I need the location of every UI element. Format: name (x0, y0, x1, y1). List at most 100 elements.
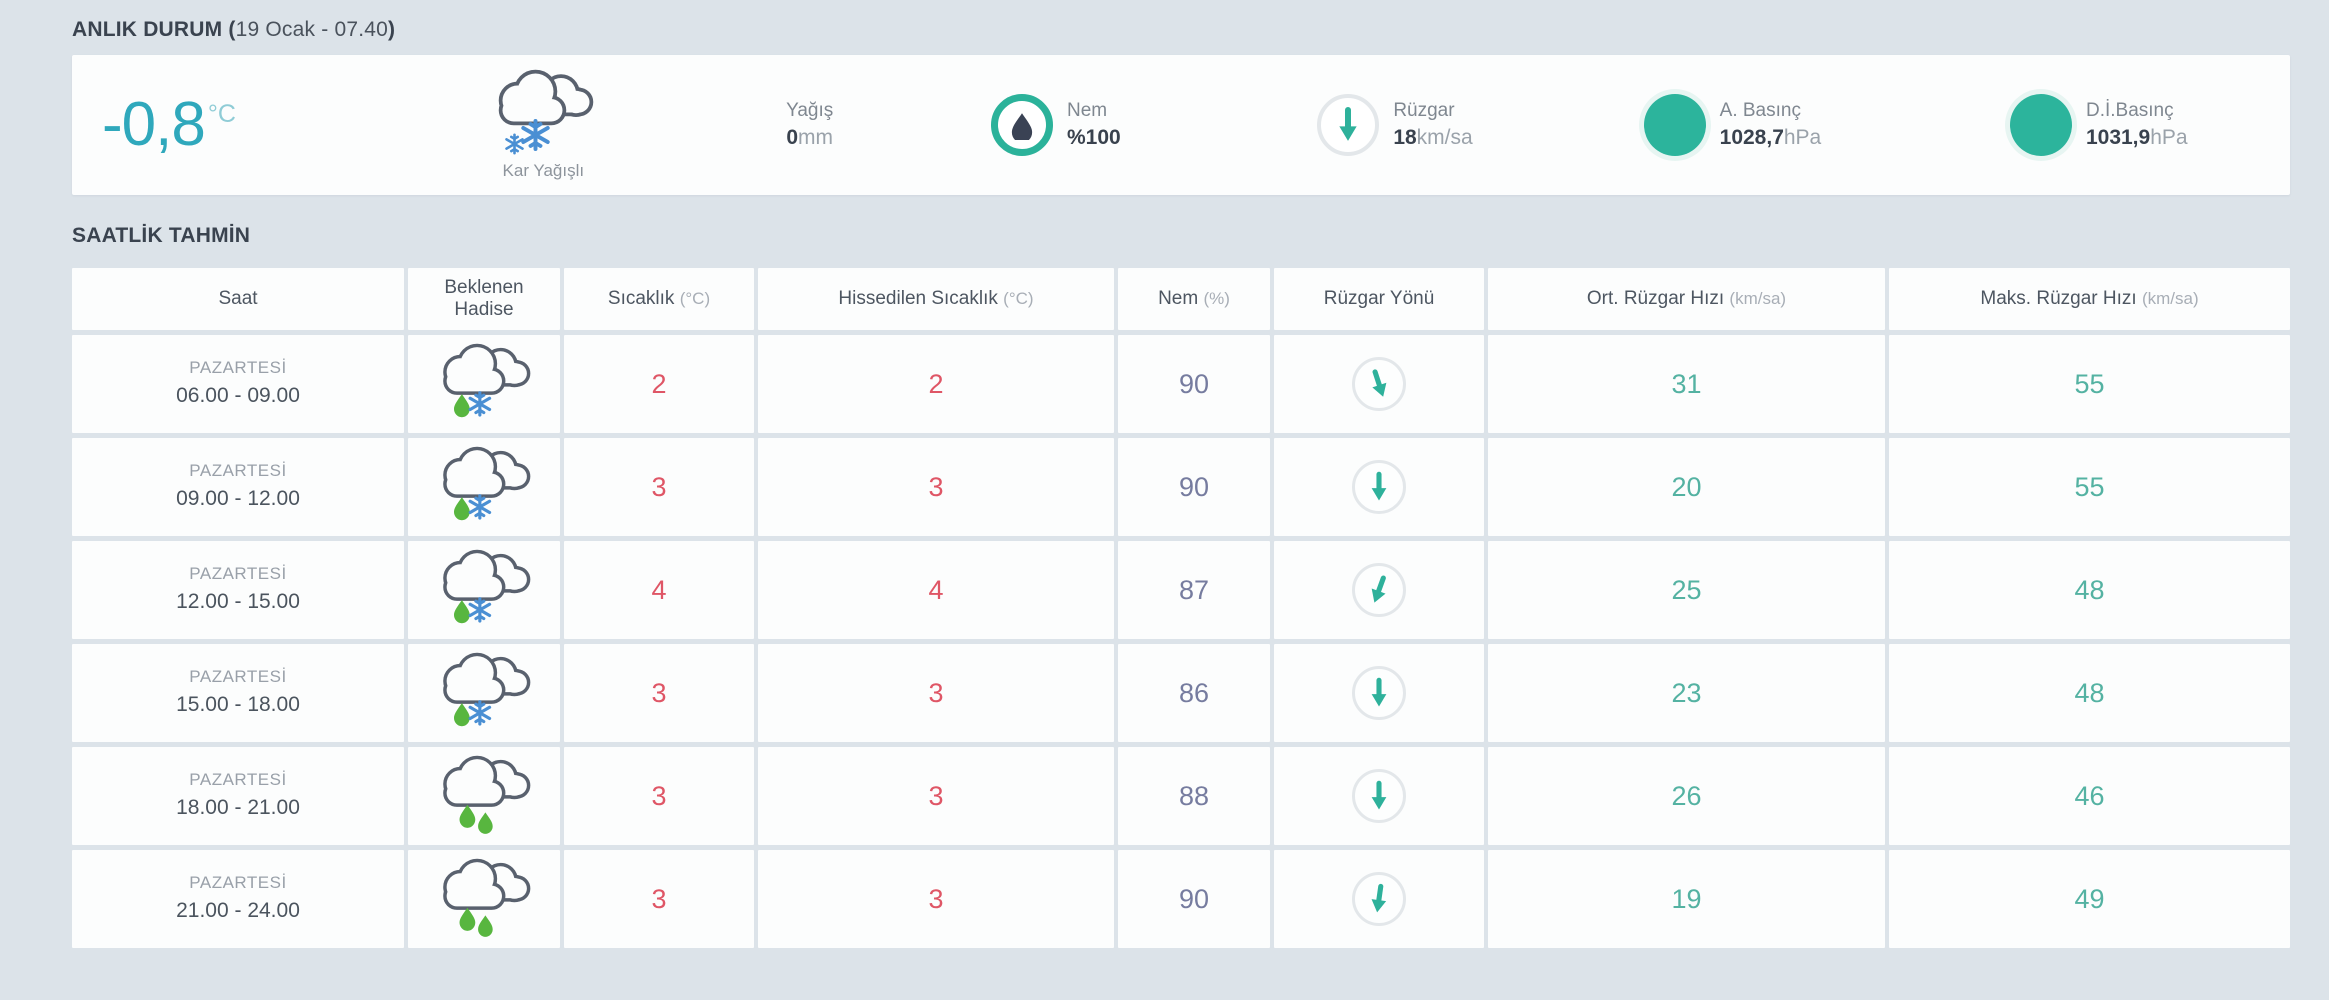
wind-direction-cell (1274, 850, 1484, 948)
wind-value: 18km/sa (1393, 125, 1473, 149)
humidity-drop-icon (990, 94, 1053, 156)
avg-wind-cell: 25 (1488, 541, 1885, 639)
pressure-circle-icon (2009, 94, 2072, 156)
station-pressure-value: 1028,7hPa (1719, 125, 1822, 149)
wind-direction-cell (1274, 335, 1484, 433)
wind-metric: Rüzgar 18km/sa (1317, 94, 1527, 156)
wind-direction-icon (1352, 460, 1406, 514)
table-row-time: PAZARTESİ 06.00 - 09.00 (72, 335, 404, 433)
wind-direction-cell (1274, 747, 1484, 845)
column-header-sicaklik: Sıcaklık (°C) (564, 268, 754, 330)
max-wind-cell: 55 (1889, 335, 2290, 433)
feels-like-cell: 3 (758, 747, 1114, 845)
wind-direction-icon (1352, 563, 1406, 617)
sea-level-pressure-label: D.İ.Basınç (2085, 100, 2174, 121)
table-row-time: PAZARTESİ 12.00 - 15.00 (72, 541, 404, 639)
sleet-icon (434, 343, 534, 417)
current-timestamp: 19 Ocak - 07.40 (235, 18, 389, 41)
condition-label: Kar Yağışlı (502, 161, 585, 180)
avg-wind-cell: 26 (1488, 747, 1885, 845)
expected-condition-cell (408, 438, 560, 536)
forecast-section-title: SAATLİK TAHMİN (72, 224, 251, 247)
current-conditions-card: -0,8 °C Kar Yağışlı Yağış 0mm Nem (72, 55, 2290, 195)
avg-wind-cell: 23 (1488, 644, 1885, 742)
wind-direction-icon (1352, 769, 1406, 823)
sleet-icon (434, 549, 534, 623)
pressure-circle-icon (1643, 94, 1706, 156)
feels-like-cell: 3 (758, 438, 1114, 536)
humidity-cell: 90 (1118, 850, 1270, 948)
precipitation-metric: Yağış 0mm (745, 98, 875, 152)
max-wind-cell: 55 (1889, 438, 2290, 536)
wind-direction-icon (1317, 94, 1380, 156)
paren-open: ( (228, 18, 236, 41)
temperature-cell: 4 (564, 541, 754, 639)
wind-direction-icon (1352, 872, 1406, 926)
rain-icon (434, 755, 534, 834)
precipitation-label: Yağış (786, 100, 834, 121)
current-temperature: -0,8 °C (102, 94, 342, 156)
precipitation-value: 0mm (786, 125, 833, 149)
column-header-ruzgar-yonu: Rüzgar Yönü (1274, 268, 1484, 330)
temperature-unit: °C (207, 100, 236, 128)
max-wind-cell: 48 (1889, 541, 2290, 639)
humidity-metric: Nem %100 (990, 94, 1201, 156)
temperature-cell: 3 (564, 850, 754, 948)
sea-level-pressure-value: 1031,9hPa (2085, 125, 2188, 149)
humidity-cell: 90 (1118, 438, 1270, 536)
max-wind-cell: 46 (1889, 747, 2290, 845)
current-title-text: ANLIK DURUM (72, 18, 223, 41)
temperature-cell: 3 (564, 438, 754, 536)
table-row-time: PAZARTESİ 18.00 - 21.00 (72, 747, 404, 845)
table-row-time: PAZARTESİ 15.00 - 18.00 (72, 644, 404, 742)
column-header-beklenen-hadise: Beklenen Hadise (408, 268, 560, 330)
humidity-cell: 90 (1118, 335, 1270, 433)
temperature-cell: 3 (564, 644, 754, 742)
humidity-cell: 87 (1118, 541, 1270, 639)
wind-direction-icon (1352, 666, 1406, 720)
max-wind-cell: 48 (1889, 644, 2290, 742)
feels-like-cell: 3 (758, 850, 1114, 948)
sea-level-pressure-metric: D.İ.Basınç 1031,9hPa (2009, 94, 2260, 156)
snow-cloud-icon (487, 69, 599, 155)
temperature-value: -0,8 (102, 90, 206, 159)
wind-direction-icon (1352, 357, 1406, 411)
max-wind-cell: 49 (1889, 850, 2290, 948)
sleet-icon (434, 652, 534, 726)
sleet-icon (434, 446, 534, 520)
wind-direction-cell (1274, 438, 1484, 536)
rain-icon (434, 858, 534, 937)
expected-condition-cell (408, 850, 560, 948)
current-condition: Kar Yağışlı (458, 69, 628, 181)
temperature-cell: 3 (564, 747, 754, 845)
paren-close: ) (388, 18, 396, 41)
avg-wind-cell: 19 (1488, 850, 1885, 948)
wind-direction-cell (1274, 541, 1484, 639)
hourly-forecast-table: Saat Beklenen Hadise Sıcaklık (°C) Hisse… (72, 268, 2290, 948)
table-row-time: PAZARTESİ 21.00 - 24.00 (72, 850, 404, 948)
humidity-label: Nem (1066, 100, 1108, 121)
humidity-value: %100 (1066, 125, 1121, 149)
feels-like-cell: 4 (758, 541, 1114, 639)
current-section-title: ANLIK DURUM (19 Ocak - 07.40) (72, 18, 395, 42)
expected-condition-cell (408, 644, 560, 742)
wind-direction-cell (1274, 644, 1484, 742)
column-header-hissedilen-sicaklik: Hissedilen Sıcaklık (°C) (758, 268, 1114, 330)
wind-label: Rüzgar (1393, 100, 1455, 121)
expected-condition-cell (408, 747, 560, 845)
humidity-cell: 86 (1118, 644, 1270, 742)
avg-wind-cell: 31 (1488, 335, 1885, 433)
expected-condition-cell (408, 541, 560, 639)
feels-like-cell: 2 (758, 335, 1114, 433)
humidity-cell: 88 (1118, 747, 1270, 845)
station-pressure-metric: A. Basınç 1028,7hPa (1643, 94, 1894, 156)
station-pressure-label: A. Basınç (1719, 100, 1801, 121)
column-header-ort-ruzgar-hizi: Ort. Rüzgar Hızı (km/sa) (1488, 268, 1885, 330)
table-row-time: PAZARTESİ 09.00 - 12.00 (72, 438, 404, 536)
avg-wind-cell: 20 (1488, 438, 1885, 536)
feels-like-cell: 3 (758, 644, 1114, 742)
column-header-saat: Saat (72, 268, 404, 330)
column-header-maks-ruzgar-hizi: Maks. Rüzgar Hızı (km/sa) (1889, 268, 2290, 330)
column-header-nem: Nem (%) (1118, 268, 1270, 330)
expected-condition-cell (408, 335, 560, 433)
